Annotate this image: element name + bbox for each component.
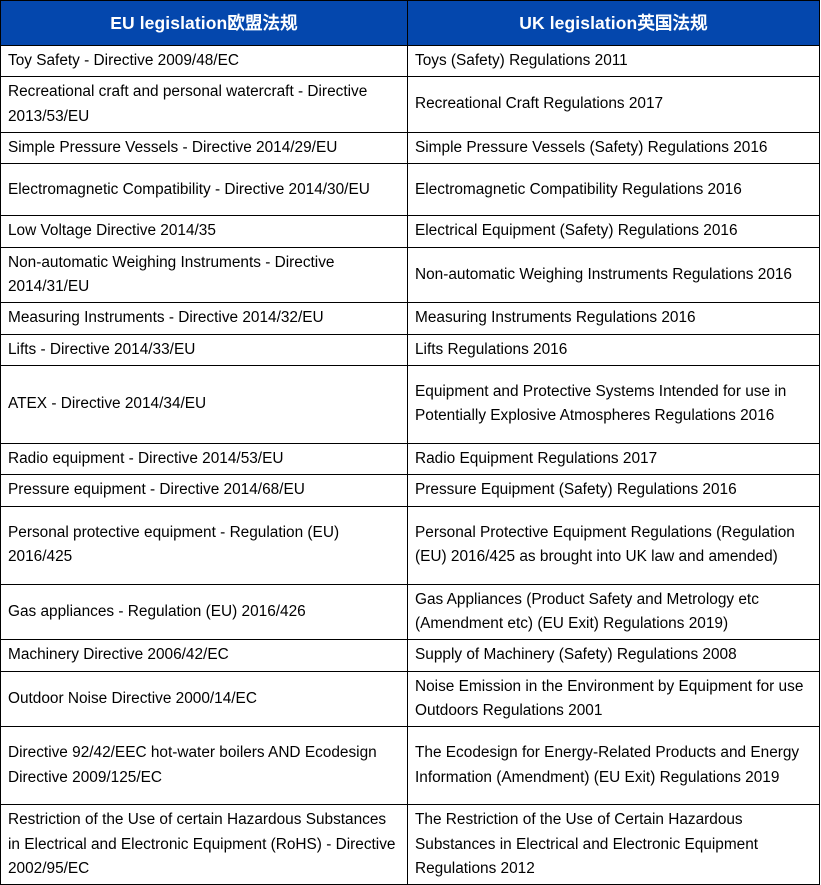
cell-uk-legislation: Supply of Machinery (Safety) Regulations… <box>407 639 820 672</box>
table-row: Radio equipment - Directive 2014/53/EU Ra… <box>0 442 820 476</box>
cell-uk-legislation-text: Electrical Equipment (Safety) Regulation… <box>415 222 738 240</box>
cell-uk-legislation-text: Simple Pressure Vessels (Safety) Regulat… <box>415 138 768 156</box>
table-row: Pressure equipment - Directive 2014/68/E… <box>0 474 820 507</box>
cell-uk-legislation: Personal Protective Equipment Regulation… <box>407 505 820 585</box>
cell-eu-legislation-text: Machinery Directive 2006/42/EC <box>8 646 229 664</box>
cell-eu-legislation: ATEX - Directive 2014/34/EU <box>0 364 408 444</box>
cell-eu-legislation-text: Restriction of the Use of certain Hazard… <box>8 811 396 877</box>
table-header-row: EU legislation欧盟法规 UK legislation英国法规 <box>0 0 820 46</box>
cell-eu-legislation: Measuring Instruments - Directive 2014/3… <box>0 302 408 335</box>
cell-eu-legislation-text: Pressure equipment - Directive 2014/68/E… <box>8 481 305 499</box>
cell-eu-legislation-text: Low Voltage Directive 2014/35 <box>8 222 216 240</box>
cell-eu-legislation: Gas appliances - Regulation (EU) 2016/42… <box>0 583 408 641</box>
cell-uk-legislation-text: The Ecodesign for Energy-Related Product… <box>415 744 800 786</box>
cell-uk-legislation: Recreational Craft Regulations 2017 <box>407 76 820 133</box>
cell-eu-legislation: Pressure equipment - Directive 2014/68/E… <box>0 474 408 507</box>
cell-uk-legislation-text: Electromagnetic Compatibility Regulation… <box>415 180 742 198</box>
cell-uk-legislation-text: Recreational Craft Regulations 2017 <box>415 95 664 113</box>
table-row: Recreational craft and personal watercra… <box>0 76 820 133</box>
cell-uk-legislation: The Restriction of the Use of Certain Ha… <box>407 804 820 885</box>
cell-uk-legislation-text: Supply of Machinery (Safety) Regulations… <box>415 646 737 664</box>
cell-eu-legislation: Low Voltage Directive 2014/35 <box>0 215 408 248</box>
cell-uk-legislation: Measuring Instruments Regulations 2016 <box>407 302 820 335</box>
cell-uk-legislation-text: Gas Appliances (Product Safety and Metro… <box>415 590 759 632</box>
cell-uk-legislation-text: Radio Equipment Regulations 2017 <box>415 449 658 467</box>
table-row: Lifts - Directive 2014/33/EU Lifts Regula… <box>0 333 820 366</box>
cell-uk-legislation-text: Measuring Instruments Regulations 2016 <box>415 309 696 327</box>
cell-uk-legislation: Electrical Equipment (Safety) Regulation… <box>407 215 820 248</box>
cell-eu-legislation: Outdoor Noise Directive 2000/14/EC <box>0 670 408 728</box>
cell-eu-legislation: Radio equipment - Directive 2014/53/EU <box>0 442 408 476</box>
cell-eu-legislation: Restriction of the Use of certain Hazard… <box>0 804 408 885</box>
cell-uk-legislation: Lifts Regulations 2016 <box>407 333 820 366</box>
cell-uk-legislation: Electromagnetic Compatibility Regulation… <box>407 163 820 217</box>
cell-eu-legislation-text: ATEX - Directive 2014/34/EU <box>8 395 207 413</box>
column-header-uk-legislation: UK legislation英国法规 <box>407 0 820 46</box>
cell-eu-legislation-text: Personal protective equipment - Regulati… <box>8 523 340 566</box>
table-row: Simple Pressure Vessels - Directive 2014… <box>0 131 820 165</box>
cell-eu-legislation: Directive 92/42/EEC hot-water boilers AN… <box>0 726 408 806</box>
cell-eu-legislation: Electromagnetic Compatibility - Directiv… <box>0 163 408 217</box>
column-header-eu-legislation: EU legislation欧盟法规 <box>0 0 408 46</box>
table-row: ATEX - Directive 2014/34/EU Equipment and… <box>0 364 820 444</box>
cell-uk-legislation-text: The Restriction of the Use of Certain Ha… <box>415 811 759 877</box>
cell-uk-legislation-text: Personal Protective Equipment Regulation… <box>415 523 795 566</box>
cell-uk-legislation-text: Toys (Safety) Regulations 2011 <box>415 52 628 69</box>
table-row: Toy Safety - Directive 2009/48/EC Toys (S… <box>0 44 820 78</box>
cell-uk-legislation: Noise Emission in the Environment by Equ… <box>407 670 820 728</box>
cell-eu-legislation-text: Electromagnetic Compatibility - Directiv… <box>8 180 370 198</box>
cell-uk-legislation-text: Non-automatic Weighing Instruments Regul… <box>415 265 792 283</box>
table-row: Measuring Instruments - Directive 2014/3… <box>0 302 820 335</box>
cell-uk-legislation-text: Equipment and Protective Systems Intende… <box>415 383 787 425</box>
cell-uk-legislation: Simple Pressure Vessels (Safety) Regulat… <box>407 131 820 165</box>
table-row: Electromagnetic Compatibility - Directiv… <box>0 163 820 217</box>
cell-eu-legislation-text: Toy Safety - Directive 2009/48/EC <box>8 52 239 69</box>
table-row: Machinery Directive 2006/42/EC Supply of … <box>0 639 820 672</box>
table-row: Gas appliances - Regulation (EU) 2016/42… <box>0 583 820 641</box>
cell-uk-legislation: Equipment and Protective Systems Intende… <box>407 364 820 444</box>
cell-uk-legislation: Radio Equipment Regulations 2017 <box>407 442 820 476</box>
cell-eu-legislation: Lifts - Directive 2014/33/EU <box>0 333 408 366</box>
cell-eu-legislation-text: Gas appliances - Regulation (EU) 2016/42… <box>8 602 306 620</box>
cell-eu-legislation-text: Radio equipment - Directive 2014/53/EU <box>8 449 284 467</box>
cell-eu-legislation-text: Directive 92/42/EEC hot-water boilers AN… <box>8 744 377 786</box>
cell-eu-legislation: Machinery Directive 2006/42/EC <box>0 639 408 672</box>
cell-eu-legislation-text: Recreational craft and personal watercra… <box>8 83 368 125</box>
cell-eu-legislation-text: Simple Pressure Vessels - Directive 2014… <box>8 138 338 156</box>
cell-uk-legislation: Gas Appliances (Product Safety and Metro… <box>407 583 820 641</box>
table-header: EU legislation欧盟法规 UK legislation英国法规 <box>0 0 820 46</box>
table-body: Toy Safety - Directive 2009/48/EC Toys (S… <box>0 44 820 885</box>
cell-eu-legislation-text: Non-automatic Weighing Instruments - Dir… <box>8 253 335 295</box>
table-row: Outdoor Noise Directive 2000/14/EC Noise … <box>0 670 820 728</box>
table-row: Personal protective equipment - Regulati… <box>0 505 820 585</box>
cell-uk-legislation-text: Lifts Regulations 2016 <box>415 340 568 358</box>
cell-eu-legislation: Non-automatic Weighing Instruments - Dir… <box>0 246 408 304</box>
cell-eu-legislation-text: Measuring Instruments - Directive 2014/3… <box>8 309 324 327</box>
table-row: Non-automatic Weighing Instruments - Dir… <box>0 246 820 304</box>
cell-eu-legislation: Simple Pressure Vessels - Directive 2014… <box>0 131 408 165</box>
table-row: Low Voltage Directive 2014/35 Electrical … <box>0 215 820 248</box>
table-row: Restriction of the Use of certain Hazard… <box>0 804 820 885</box>
cell-uk-legislation: The Ecodesign for Energy-Related Product… <box>407 726 820 806</box>
cell-uk-legislation: Non-automatic Weighing Instruments Regul… <box>407 246 820 304</box>
table-row: Directive 92/42/EEC hot-water boilers AN… <box>0 726 820 806</box>
cell-eu-legislation-text: Outdoor Noise Directive 2000/14/EC <box>8 689 257 707</box>
cell-uk-legislation-text: Pressure Equipment (Safety) Regulations … <box>415 481 737 499</box>
cell-eu-legislation-text: Lifts - Directive 2014/33/EU <box>8 340 196 358</box>
cell-eu-legislation: Toy Safety - Directive 2009/48/EC <box>0 44 408 78</box>
cell-uk-legislation-text: Noise Emission in the Environment by Equ… <box>415 677 804 719</box>
cell-uk-legislation: Toys (Safety) Regulations 2011 <box>407 44 820 78</box>
cell-eu-legislation: Personal protective equipment - Regulati… <box>0 505 408 585</box>
cell-eu-legislation: Recreational craft and personal watercra… <box>0 76 408 133</box>
cell-uk-legislation: Pressure Equipment (Safety) Regulations … <box>407 474 820 507</box>
